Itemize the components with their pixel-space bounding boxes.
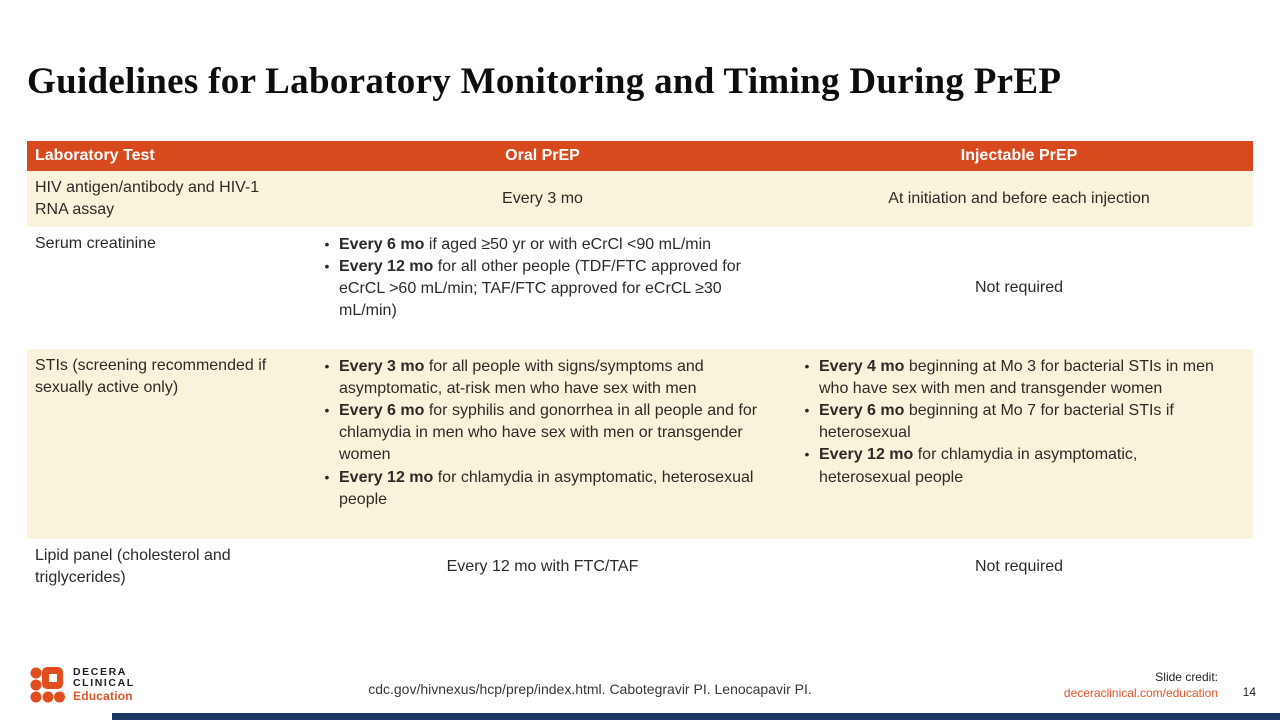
cell-test-name: STIs (screening recommended if sexually …: [35, 357, 267, 397]
bullet-marker: •: [324, 468, 330, 485]
bullet-item: • Every 3 mo for all people with signs/s…: [315, 356, 785, 400]
table-row: STIs (screening recommended if sexually …: [27, 349, 1253, 540]
bullet-rest-text: beginning at Mo 7 for bacterial STIs if …: [819, 402, 1174, 442]
bullet-bold-text: Every 12 mo: [819, 446, 914, 464]
logo-line-decera: DECERA: [73, 666, 127, 679]
bullet-item: • Every 4 mo beginning at Mo 3 for bacte…: [795, 356, 1253, 400]
bullet-marker: •: [324, 402, 330, 419]
bullet-item: • Every 12 mo for chlamydia in asymptoma…: [795, 444, 1253, 488]
bullet-marker: •: [324, 258, 330, 275]
bullet-list: • Every 3 mo for all people with signs/s…: [300, 349, 785, 518]
page-number: 14: [1242, 685, 1256, 699]
bullet-bold-text: Every 3 mo: [339, 358, 425, 376]
slide-credit: Slide credit: deceraclinical.com/educati…: [1064, 670, 1218, 701]
bullet-text: Every 12 mo for all other people (TDF/FT…: [339, 256, 785, 322]
footer-logo: DECERA CLINICAL Education: [30, 666, 135, 704]
bullet-item: • Every 12 mo for all other people (TDF/…: [315, 256, 785, 322]
slide-credit-label: Slide credit:: [1155, 670, 1218, 684]
cell-injectable-prep: At initiation and before each injection: [888, 190, 1150, 208]
logo-line-clinical: CLINICAL: [73, 677, 135, 690]
bullet-marker: •: [804, 358, 810, 375]
cell-test-name: Lipid panel (cholesterol and triglycerid…: [35, 547, 231, 587]
decera-logo-icon: [30, 667, 65, 703]
bullet-bold-text: Every 12 mo: [339, 468, 434, 486]
bullet-text: Every 6 mo beginning at Mo 7 for bacteri…: [819, 400, 1253, 444]
lab-monitoring-table: Laboratory Test Oral PrEP Injectable PrE…: [27, 141, 1253, 596]
table-row: Lipid panel (cholesterol and triglycerid…: [27, 539, 1253, 596]
bullet-marker: •: [324, 358, 330, 375]
logo-text: DECERA CLINICAL Education: [73, 667, 135, 703]
table-header-row: Laboratory Test Oral PrEP Injectable PrE…: [27, 141, 1253, 171]
bullet-rest-text: for syphilis and gonorrhea in all people…: [339, 402, 758, 464]
bullet-bold-text: Every 12 mo: [339, 258, 434, 276]
bullet-item: • Every 6 mo if aged ≥50 yr or with eCrC…: [315, 234, 785, 256]
cell-test-name: HIV antigen/antibody and HIV-1 RNA assay: [35, 179, 260, 219]
bullet-rest-text: if aged ≥50 yr or with eCrCl <90 mL/min: [424, 236, 712, 254]
bottom-accent-bar: [112, 713, 1280, 720]
bullet-rest-text: for all other people (TDF/FTC approved f…: [339, 258, 741, 320]
col-header-oral-prep: Oral PrEP: [505, 147, 580, 164]
cell-injectable-prep: Not required: [974, 558, 1064, 576]
bullet-text: Every 6 mo for syphilis and gonorrhea in…: [339, 400, 785, 466]
bullet-text: Every 6 mo if aged ≥50 yr or with eCrCl …: [339, 234, 785, 256]
bullet-bold-text: Every 6 mo: [819, 402, 905, 420]
col-header-injectable-prep: Injectable PrEP: [960, 147, 1078, 164]
bullet-marker: •: [324, 236, 330, 253]
cell-oral-prep: Every 12 mo with FTC/TAF: [446, 558, 639, 576]
bullet-list: • Every 4 mo beginning at Mo 3 for bacte…: [785, 349, 1253, 495]
bullet-bold-text: Every 6 mo: [339, 236, 425, 254]
cell-injectable-prep: Not required: [974, 279, 1064, 297]
bullet-rest-text: for chlamydia in asymptomatic, heterosex…: [339, 468, 754, 508]
slide-credit-link[interactable]: deceraclinical.com/education: [1063, 685, 1218, 700]
bullet-text: Every 12 mo for chlamydia in asymptomati…: [339, 467, 785, 511]
bullet-rest-text: beginning at Mo 3 for bacterial STIs in …: [819, 358, 1214, 398]
bullet-text: Every 3 mo for all people with signs/sym…: [339, 356, 785, 400]
footer-citation: cdc.gov/hivnexus/hcp/prep/index.html. Ca…: [368, 681, 812, 697]
cell-injectable-prep: • Every 4 mo beginning at Mo 3 for bacte…: [785, 349, 1253, 539]
bullet-rest-text: for all people with signs/symptoms and a…: [339, 358, 704, 398]
col-header-laboratory-test: Laboratory Test: [35, 147, 155, 164]
page-title: Guidelines for Laboratory Monitoring and…: [27, 61, 1062, 102]
bullet-bold-text: Every 6 mo: [339, 402, 425, 420]
table-row: Serum creatinine • Every 6 mo if aged ≥5…: [27, 227, 1253, 350]
bullet-list: • Every 6 mo if aged ≥50 yr or with eCrC…: [300, 227, 785, 329]
bullet-rest-text: for chlamydia in asymptomatic, heterosex…: [819, 446, 1138, 486]
bullet-text: Every 4 mo beginning at Mo 3 for bacteri…: [819, 356, 1253, 400]
cell-oral-prep: • Every 6 mo if aged ≥50 yr or with eCrC…: [300, 227, 785, 349]
logo-line-education: Education: [73, 689, 133, 704]
bullet-bold-text: Every 4 mo: [819, 358, 905, 376]
bullet-text: Every 12 mo for chlamydia in asymptomati…: [819, 444, 1253, 488]
bullet-item: • Every 12 mo for chlamydia in asymptoma…: [315, 467, 785, 511]
bullet-marker: •: [804, 402, 810, 419]
bullet-item: • Every 6 mo beginning at Mo 7 for bacte…: [795, 400, 1253, 444]
cell-test-name: Serum creatinine: [35, 235, 156, 253]
cell-oral-prep: • Every 3 mo for all people with signs/s…: [300, 349, 785, 539]
cell-oral-prep: Every 3 mo: [502, 190, 583, 208]
table-row: HIV antigen/antibody and HIV-1 RNA assay…: [27, 171, 1253, 228]
bullet-marker: •: [804, 446, 810, 463]
bullet-item: • Every 6 mo for syphilis and gonorrhea …: [315, 400, 785, 466]
